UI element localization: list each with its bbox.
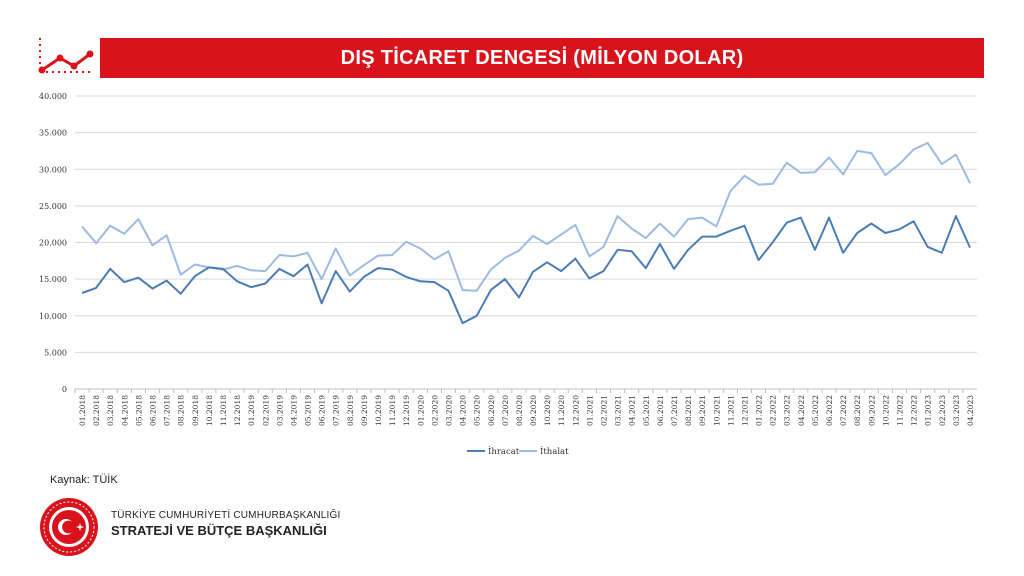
x-tick-label: 07.2020 [501, 395, 510, 426]
x-tick-label: 05.2018 [134, 395, 143, 426]
x-tick-label: 05.2022 [811, 395, 820, 426]
x-tick-label: 11.2021 [726, 395, 735, 426]
x-tick-label: 12.2020 [571, 395, 580, 426]
x-tick-label: 01.2020 [416, 395, 425, 426]
x-tick-label: 02.2021 [600, 395, 609, 426]
x-tick-label: 12.2018 [233, 395, 242, 426]
title-banner: DIŞ TİCARET DENGESİ (MİLYON DOLAR) [100, 38, 984, 78]
series-line-ihracat [81, 215, 971, 325]
x-tick-label: 06.2022 [825, 395, 834, 426]
x-tick-label: 11.2022 [895, 395, 904, 426]
x-tick-label: 03.2018 [106, 395, 115, 426]
org-name-line1: TÜRKİYE CUMHURİYETİ CUMHURBAŞKANLIĞI [111, 510, 341, 521]
x-tick-label: 04.2018 [120, 395, 129, 426]
x-tick-label: 11.2018 [219, 395, 228, 426]
x-tick-label: 10.2018 [205, 395, 214, 426]
x-tick-label: 03.2023 [952, 395, 961, 426]
institution-logo-icon [40, 498, 98, 556]
x-tick-label: 09.2019 [360, 395, 369, 426]
x-tick-label: 01.2022 [755, 395, 764, 426]
x-tick-label: 10.2020 [543, 395, 552, 426]
x-tick-label: 04.2020 [459, 395, 468, 426]
x-tick-label: 09.2018 [191, 395, 200, 426]
x-tick-label: 07.2018 [163, 395, 172, 426]
x-tick-label: 07.2019 [332, 395, 341, 426]
x-tick-label: 08.2021 [684, 395, 693, 426]
x-tick-label: 08.2018 [177, 395, 186, 426]
x-tick-label: 02.2019 [261, 395, 270, 426]
trend-line-icon [38, 36, 94, 74]
x-tick-label: 02.2018 [92, 395, 101, 426]
x-tick-label: 04.2022 [797, 395, 806, 426]
org-name-line2: STRATEJİ VE BÜTÇE BAŞKANLIĞI [111, 523, 327, 538]
legend-label: İhracat [488, 445, 520, 457]
x-tick-label: 03.2022 [783, 395, 792, 426]
x-tick-label: 06.2019 [318, 395, 327, 426]
x-tick-label: 10.2022 [881, 395, 890, 426]
x-tick-label: 10.2019 [374, 395, 383, 426]
x-tick-label: 08.2022 [853, 395, 862, 426]
series-line-ithalat [81, 141, 971, 292]
x-tick-label: 01.2018 [78, 395, 87, 426]
source-note: Kaynak: TÜİK [50, 474, 118, 486]
x-tick-label: 09.2020 [529, 395, 538, 426]
x-tick-label: 08.2020 [515, 395, 524, 426]
x-tick-label: 06.2021 [656, 395, 665, 426]
x-tick-label: 11.2019 [388, 395, 397, 426]
x-tick-label: 06.2018 [149, 395, 158, 426]
y-tick-label: 30.000 [39, 165, 67, 174]
x-tick-label: 01.2019 [247, 395, 256, 426]
y-tick-label: 25.000 [39, 202, 67, 211]
x-tick-label: 03.2020 [444, 395, 453, 426]
x-tick-label: 02.2022 [769, 395, 778, 426]
x-tick-label: 08.2019 [346, 395, 355, 426]
x-tick-label: 07.2022 [839, 395, 848, 426]
x-tick-label: 07.2021 [670, 395, 679, 426]
x-tick-label: 05.2020 [473, 395, 482, 426]
x-tick-label: 06.2020 [487, 395, 496, 426]
x-tick-label: 04.2019 [289, 395, 298, 426]
x-tick-label: 03.2019 [275, 395, 284, 426]
x-tick-label: 03.2021 [614, 395, 623, 426]
y-tick-label: 40.000 [39, 92, 67, 101]
x-tick-label: 12.2022 [910, 395, 919, 426]
x-tick-label: 11.2020 [557, 395, 566, 426]
x-tick-label: 12.2021 [740, 395, 749, 426]
x-tick-label: 01.2023 [924, 395, 933, 426]
x-tick-label: 01.2021 [585, 395, 594, 426]
y-tick-label: 10.000 [39, 312, 67, 321]
x-tick-label: 04.2021 [628, 395, 637, 426]
y-tick-label: 35.000 [39, 129, 67, 138]
x-tick-label: 05.2019 [304, 395, 313, 426]
x-tick-label: 04.2023 [966, 395, 975, 426]
y-tick-label: 15.000 [39, 275, 67, 284]
x-tick-label: 12.2019 [402, 395, 411, 426]
legend-label: İthalat [540, 445, 569, 457]
y-tick-label: 20.000 [39, 239, 67, 248]
x-tick-label: 09.2021 [698, 395, 707, 426]
x-tick-label: 10.2021 [712, 395, 721, 426]
x-tick-label: 09.2022 [867, 395, 876, 426]
x-tick-label: 05.2021 [642, 395, 651, 426]
y-tick-label: 5.000 [44, 348, 67, 357]
page-title: DIŞ TİCARET DENGESİ (MİLYON DOLAR) [340, 46, 744, 69]
x-tick-label: 02.2023 [938, 395, 947, 426]
y-tick-label: 0 [62, 385, 67, 394]
x-tick-label: 02.2020 [430, 395, 439, 426]
